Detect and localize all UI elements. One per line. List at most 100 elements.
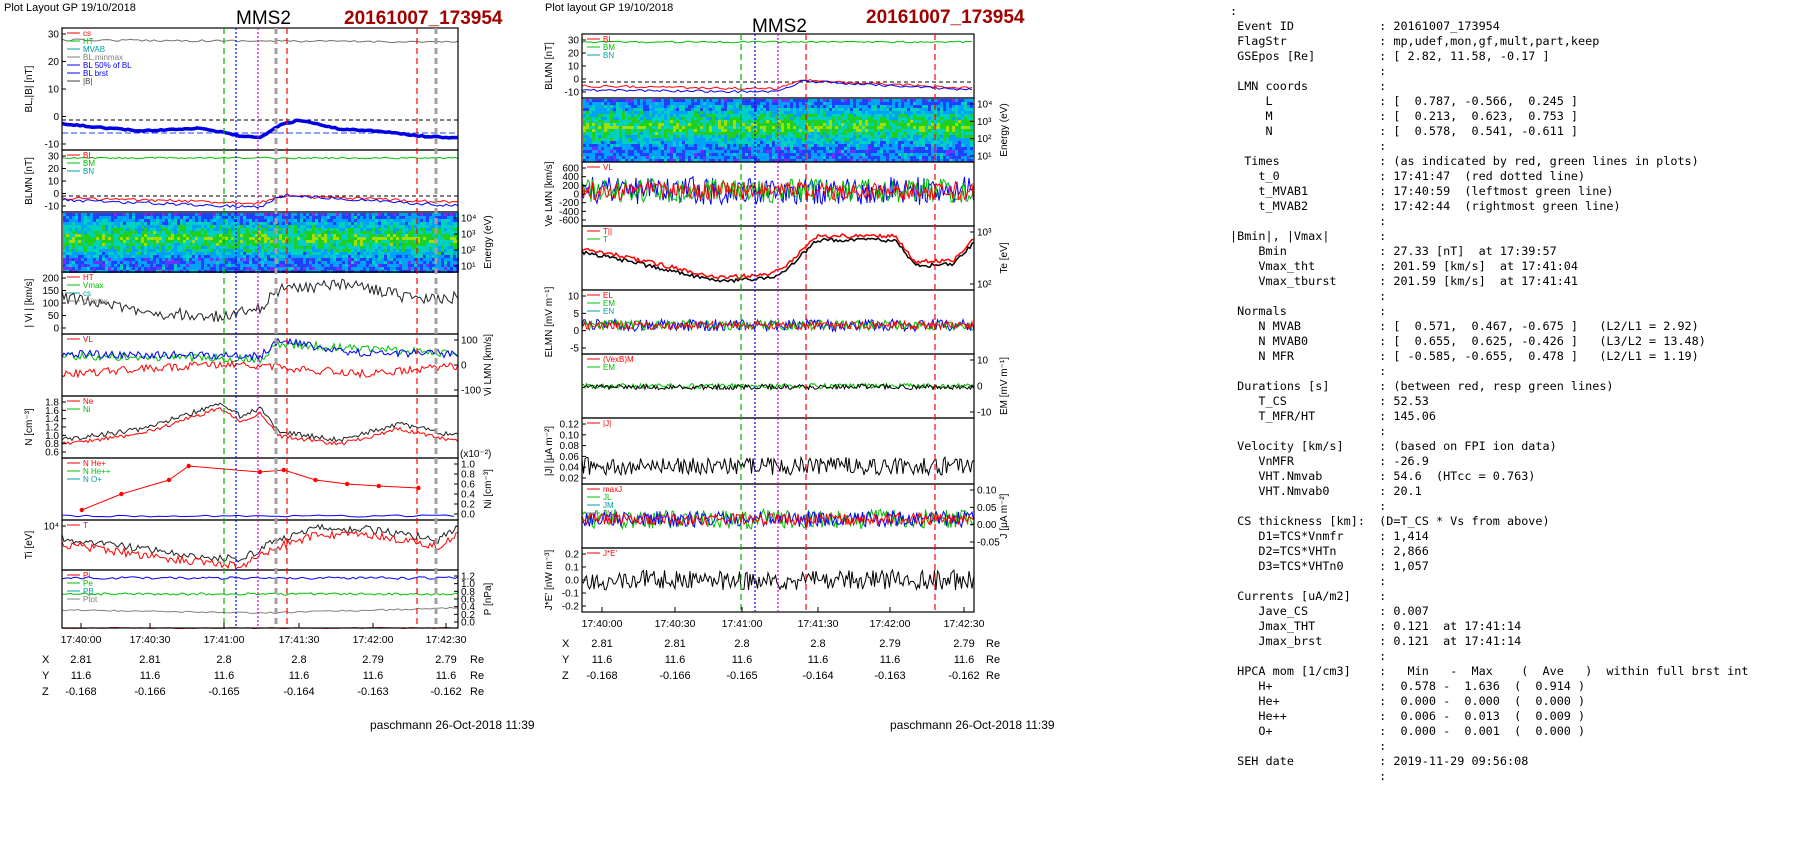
spectrogram-cell <box>66 222 69 225</box>
spectrogram-cell <box>721 141 724 144</box>
spectrogram-cell <box>598 114 601 117</box>
spectrogram-cell <box>300 231 303 234</box>
spectrogram-cell <box>378 216 381 219</box>
spectrogram-cell <box>372 237 375 240</box>
spectrogram-cell <box>790 105 793 108</box>
spectrogram-cell <box>958 111 961 114</box>
spectrogram-cell <box>438 243 441 246</box>
spectrogram-cell <box>589 117 592 120</box>
spectrogram-cell <box>408 264 411 267</box>
spectrogram-cell <box>811 102 814 105</box>
spectrogram-cell <box>147 267 150 270</box>
spectrogram-cell <box>414 225 417 228</box>
spectrogram-cell <box>273 225 276 228</box>
spectrogram-cell <box>643 108 646 111</box>
spectrogram-cell <box>321 261 324 264</box>
spectrogram-cell <box>165 231 168 234</box>
spectrogram-cell <box>604 141 607 144</box>
spectrogram-cell <box>877 135 880 138</box>
spectrogram-cell <box>72 252 75 255</box>
spectrogram-cell <box>312 222 315 225</box>
spectrogram-cell <box>685 132 688 135</box>
spectrogram-cell <box>300 237 303 240</box>
spectrogram-cell <box>330 216 333 219</box>
spectrogram-cell <box>81 228 84 231</box>
orbit-value: -0.165 <box>208 686 239 698</box>
spectrogram-cell <box>90 219 93 222</box>
spectrogram-cell <box>249 228 252 231</box>
spectrogram-cell <box>946 144 949 147</box>
spectrogram-cell <box>652 105 655 108</box>
spectrogram-cell <box>646 105 649 108</box>
spectrogram-cell <box>351 234 354 237</box>
spectrogram-cell <box>168 246 171 249</box>
spectrogram-cell <box>883 135 886 138</box>
spectrogram-cell <box>264 240 267 243</box>
spectrogram-cell <box>180 225 183 228</box>
spectrogram-cell <box>414 252 417 255</box>
spectrogram-cell <box>288 225 291 228</box>
spectrogram-cell <box>673 144 676 147</box>
legend-entry: Ne <box>83 397 94 406</box>
spectrogram-cell <box>718 105 721 108</box>
spectrogram-cell <box>171 246 174 249</box>
spectrogram-cell <box>363 246 366 249</box>
spectrogram-cell <box>306 237 309 240</box>
spectrogram-cell <box>228 267 231 270</box>
spectrogram-cell <box>108 222 111 225</box>
spectrogram-cell <box>387 228 390 231</box>
spectrogram-cell <box>192 228 195 231</box>
spectrogram-cell <box>90 213 93 216</box>
spectrogram-cell <box>411 267 414 270</box>
spectrogram-cell <box>126 216 129 219</box>
spectrogram-cell <box>853 111 856 114</box>
spectrogram-cell <box>321 249 324 252</box>
spectrogram-cell <box>387 216 390 219</box>
spectrogram-cell <box>147 231 150 234</box>
spectrogram-cell <box>183 243 186 246</box>
orbit-value: 11.6 <box>214 670 235 682</box>
spectrogram-cell <box>450 216 453 219</box>
spectrogram-cell <box>913 114 916 117</box>
spectrogram-cell <box>162 222 165 225</box>
spectrogram-cell <box>90 252 93 255</box>
spectrogram-cell <box>796 132 799 135</box>
spectrogram-cell <box>949 132 952 135</box>
spectrogram-cell <box>934 111 937 114</box>
spectrogram-cell <box>709 102 712 105</box>
spectrogram-cell <box>727 111 730 114</box>
spectrogram-cell <box>706 120 709 123</box>
spectrogram-cell <box>748 141 751 144</box>
spectrogram-cell <box>745 126 748 129</box>
spectrogram-cell <box>318 255 321 258</box>
spectrogram-cell <box>87 246 90 249</box>
spectrogram-cell <box>832 129 835 132</box>
spectrogram-cell <box>195 234 198 237</box>
spectrogram-cell <box>357 237 360 240</box>
spectrogram-cell <box>685 135 688 138</box>
spectrogram-cell <box>390 261 393 264</box>
spectrogram-cell <box>820 120 823 123</box>
spectrogram-cell <box>691 120 694 123</box>
spectrogram-cell <box>114 261 117 264</box>
spectrogram-cell <box>444 249 447 252</box>
spectrogram-cell <box>282 225 285 228</box>
spectrogram-cell <box>709 135 712 138</box>
spectrogram-cell <box>417 219 420 222</box>
spectrogram-cell <box>874 144 877 147</box>
spectrogram-cell <box>703 138 706 141</box>
spectrogram-cell <box>940 99 943 102</box>
spectrogram-cell <box>246 240 249 243</box>
spectrogram-cell <box>907 126 910 129</box>
spectrogram-cell <box>402 264 405 267</box>
spectrogram-cell <box>342 261 345 264</box>
spectrogram-cell <box>958 99 961 102</box>
spectrogram-cell <box>787 126 790 129</box>
spectrogram-cell <box>177 243 180 246</box>
spectrogram-cell <box>252 228 255 231</box>
spectrogram-cell <box>135 216 138 219</box>
spectrogram-cell <box>168 237 171 240</box>
spectrogram-cell <box>637 123 640 126</box>
spectrogram-cell <box>84 240 87 243</box>
spectrogram-cell <box>967 111 970 114</box>
